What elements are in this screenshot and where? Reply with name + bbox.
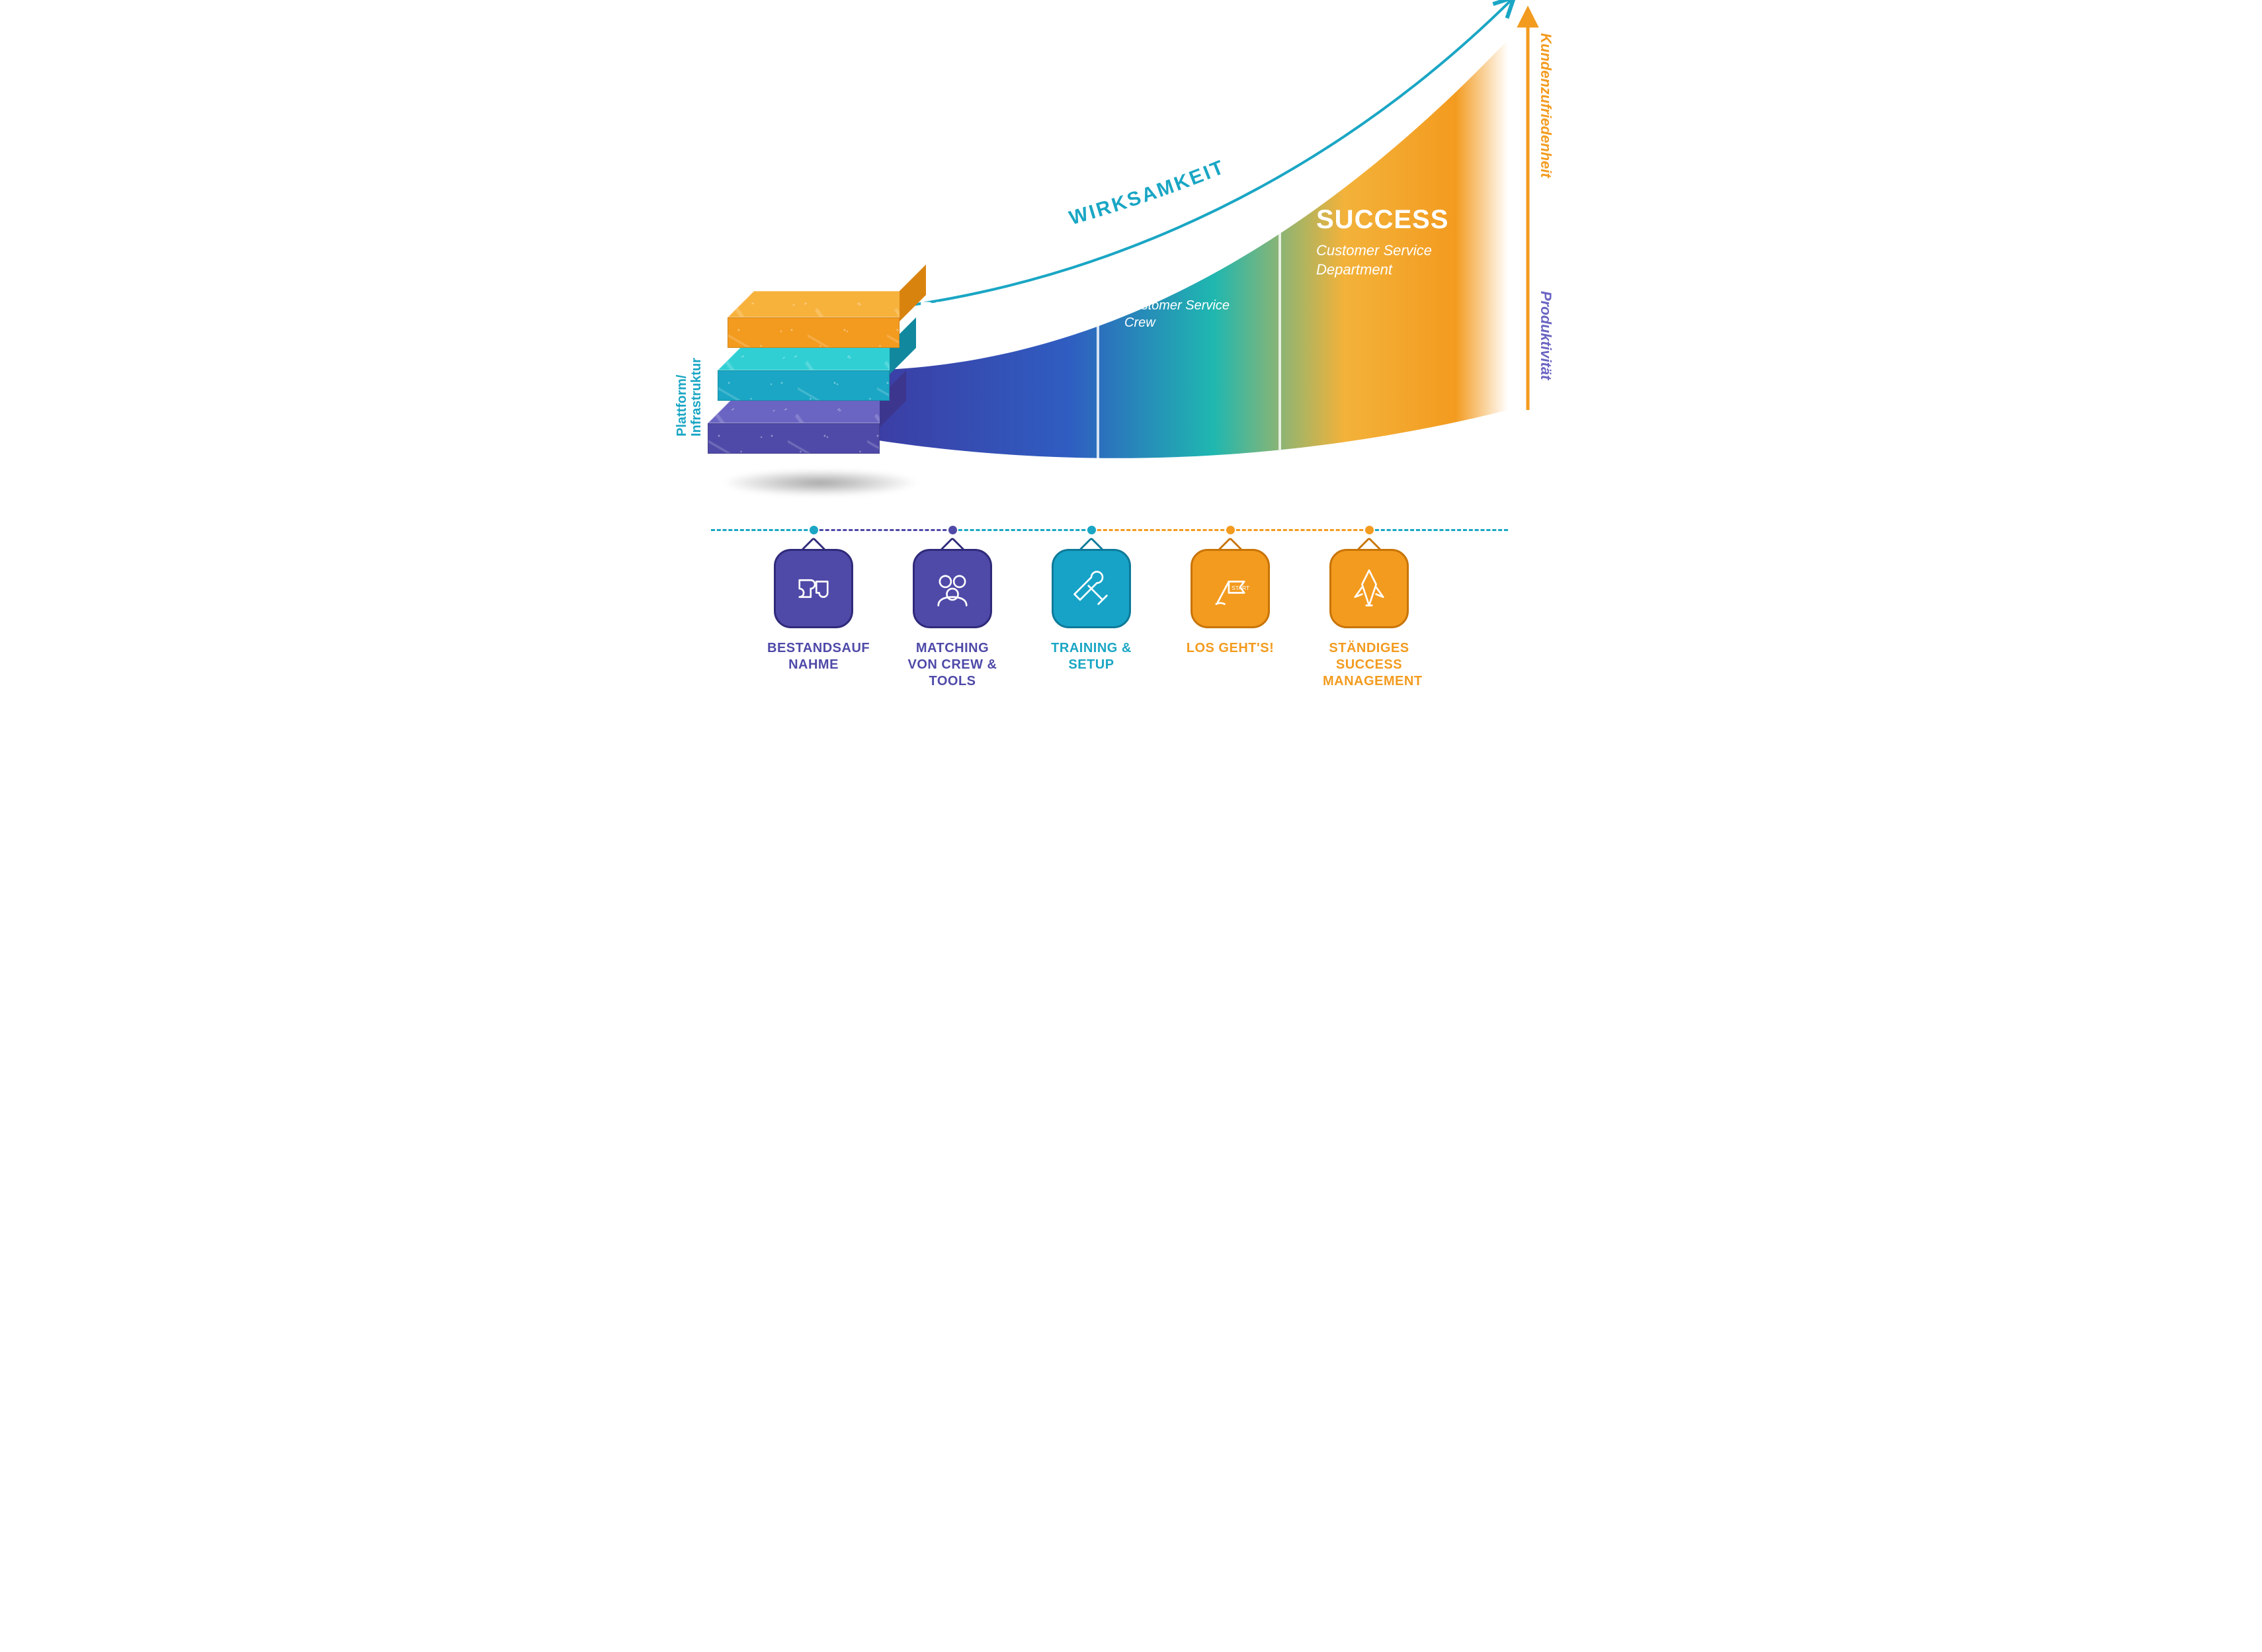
left-axis-label: Plattform/ Infrastruktur <box>675 358 704 436</box>
svg-text:START: START <box>1232 585 1249 591</box>
phase-success: SUCCESS Customer Service Department <box>1316 205 1448 279</box>
phase-plattform-sub2: Plattform <box>919 349 972 363</box>
phase-plattform: PLATTFORM Customer Service Plattform <box>919 298 1062 364</box>
right-axis-productivity: Produktivität <box>1537 291 1554 380</box>
step-5-l3: MANAGEMENT <box>1323 673 1415 690</box>
step-2-l1: MATCHING <box>906 640 999 657</box>
step-1-l1: BESTANDSAUF <box>767 640 860 657</box>
phase-plattform-title: PLATTFORM <box>919 298 1062 323</box>
right-axis-satisfaction: Kundenzufriedenheit <box>1537 33 1554 178</box>
step-3-l1: TRAINING & <box>1045 640 1138 657</box>
step-4-card: START <box>1191 549 1270 628</box>
phase-success-title: SUCCESS <box>1316 205 1448 235</box>
phase-plattform-sub1: Customer Service <box>919 331 1025 346</box>
step-1: BESTANDSAUF NAHME <box>767 549 860 673</box>
step-2-card <box>913 549 992 628</box>
step-3: TRAINING & SETUP <box>1045 549 1138 673</box>
phase-success-sub2: Department <box>1316 261 1392 278</box>
people-icon <box>930 566 975 611</box>
right-axis-productivity-text: Produktivität <box>1538 291 1554 380</box>
left-axis-line1: Plattform/ <box>675 358 689 436</box>
start-flag-icon: START <box>1208 566 1253 611</box>
right-axis-satisfaction-text: Kundenzufriedenheit <box>1538 33 1554 178</box>
step-2-l3: TOOLS <box>906 673 999 690</box>
left-axis-line2: Infrastruktur <box>689 358 704 436</box>
puzzle-icon <box>791 566 836 611</box>
phase-success-sub1: Customer Service <box>1316 242 1432 259</box>
step-5: STÄNDIGES SUCCESS MANAGEMENT <box>1323 549 1415 690</box>
step-5-card <box>1329 549 1409 628</box>
step-3-l2: SETUP <box>1045 657 1138 673</box>
step-2-l2: VON CREW & <box>906 657 999 673</box>
phase-crew-title: CREW <box>1124 265 1230 290</box>
step-1-card <box>774 549 853 628</box>
step-4-l1: LOS GEHT'S! <box>1184 640 1277 657</box>
tools-icon <box>1069 566 1114 611</box>
slab-middle <box>718 344 890 390</box>
slab-shadow <box>721 470 919 496</box>
rocket-icon <box>1347 566 1392 611</box>
phase-crew: CREW Customer Service Crew <box>1124 265 1230 331</box>
step-4: START LOS GEHT'S! <box>1184 549 1277 657</box>
step-5-l2: SUCCESS <box>1323 657 1415 673</box>
step-1-l2: NAHME <box>767 657 860 673</box>
phase-crew-sub2: Crew <box>1124 315 1155 330</box>
step-2: MATCHING VON CREW & TOOLS <box>906 549 999 690</box>
step-3-card <box>1052 549 1131 628</box>
slab-top <box>728 291 900 337</box>
infographic-stage: WIRKSAMKEIT Plattform/ Infrastruktur Kun… <box>648 0 1614 705</box>
step-5-l1: STÄNDIGES <box>1323 640 1415 657</box>
slab-bottom <box>708 397 880 443</box>
phase-crew-sub1: Customer Service <box>1124 298 1230 313</box>
effectiveness-label: WIRKSAMKEIT <box>1067 156 1228 229</box>
timeline <box>648 529 1614 532</box>
